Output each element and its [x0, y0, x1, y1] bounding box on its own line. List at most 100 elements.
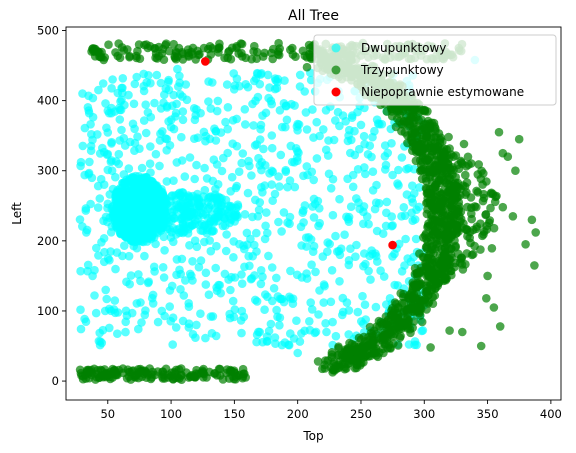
data-point	[252, 247, 261, 256]
data-point	[351, 252, 360, 261]
data-point	[92, 243, 101, 253]
data-point	[360, 300, 370, 310]
data-point	[381, 160, 391, 170]
data-point	[130, 79, 140, 89]
data-point	[151, 149, 161, 159]
data-point	[168, 313, 178, 323]
data-point	[175, 224, 184, 233]
data-point	[434, 156, 443, 165]
data-point	[81, 206, 91, 215]
data-point	[86, 367, 95, 377]
data-point	[167, 227, 176, 237]
data-point	[467, 209, 476, 218]
data-point	[297, 329, 306, 338]
data-point	[315, 286, 324, 295]
legend-label-dwupunktowy: Dwupunktowy	[361, 41, 446, 55]
data-point	[120, 141, 130, 150]
data-point	[408, 198, 418, 207]
data-point	[85, 157, 94, 167]
data-point	[188, 43, 198, 53]
data-point	[232, 114, 241, 124]
data-point	[169, 237, 178, 247]
data-point	[302, 162, 312, 171]
data-point	[157, 306, 167, 316]
data-point	[455, 258, 465, 268]
data-point	[456, 184, 465, 193]
data-point	[78, 374, 88, 384]
data-point	[270, 74, 280, 83]
data-point	[331, 231, 340, 241]
data-point	[442, 235, 451, 244]
data-point	[289, 334, 299, 343]
data-point	[418, 326, 428, 335]
data-point	[133, 221, 142, 230]
data-point	[302, 274, 312, 283]
data-point	[103, 149, 113, 159]
data-point	[98, 79, 108, 88]
data-point	[211, 184, 220, 194]
data-point	[76, 305, 85, 315]
data-point	[185, 153, 195, 162]
data-point	[99, 257, 109, 267]
x-tick-label: 150	[223, 407, 245, 421]
data-point	[261, 161, 270, 170]
data-point	[521, 240, 530, 249]
data-point	[419, 106, 428, 115]
data-point	[371, 302, 381, 312]
data-point	[129, 241, 138, 251]
data-point	[121, 317, 130, 327]
data-point	[260, 181, 270, 190]
data-point	[304, 40, 314, 50]
data-point	[188, 50, 197, 59]
data-point	[462, 249, 472, 258]
data-point	[180, 172, 190, 181]
data-point	[161, 134, 170, 143]
data-point	[136, 276, 145, 286]
data-point	[83, 260, 93, 270]
data-point	[162, 103, 172, 112]
data-point	[204, 203, 214, 212]
data-point	[458, 327, 467, 337]
data-point	[182, 208, 191, 217]
legend-label-trzypunktowy: Trzypunktowy	[360, 63, 444, 77]
data-point	[143, 278, 153, 288]
data-point	[321, 356, 330, 365]
data-point	[229, 312, 239, 322]
data-point	[95, 328, 104, 338]
data-point	[257, 69, 266, 78]
data-point	[364, 219, 373, 229]
data-point	[164, 77, 173, 87]
data-point	[431, 168, 441, 178]
data-point	[221, 117, 230, 127]
data-point	[240, 262, 249, 272]
data-point	[290, 182, 300, 192]
data-point	[292, 122, 302, 131]
data-point	[360, 163, 369, 172]
data-point	[348, 111, 357, 120]
data-point	[86, 146, 96, 155]
data-point	[354, 333, 364, 343]
data-point	[211, 136, 221, 145]
data-point	[388, 240, 397, 250]
data-point	[476, 245, 485, 254]
data-point	[222, 80, 232, 89]
data-point	[319, 125, 328, 134]
data-point	[158, 127, 167, 136]
data-point	[192, 105, 201, 114]
data-point	[106, 247, 115, 256]
data-point	[119, 133, 129, 143]
data-point	[406, 257, 416, 267]
data-point	[239, 312, 249, 322]
data-point	[175, 265, 184, 275]
data-point	[262, 208, 271, 217]
data-point	[132, 53, 141, 63]
data-point	[218, 221, 228, 231]
data-point	[488, 189, 498, 199]
data-point	[205, 367, 214, 377]
data-point	[201, 333, 210, 343]
data-point	[169, 124, 179, 134]
data-point	[325, 239, 335, 249]
data-point	[159, 232, 169, 242]
data-point	[228, 139, 237, 148]
data-point	[214, 192, 223, 202]
